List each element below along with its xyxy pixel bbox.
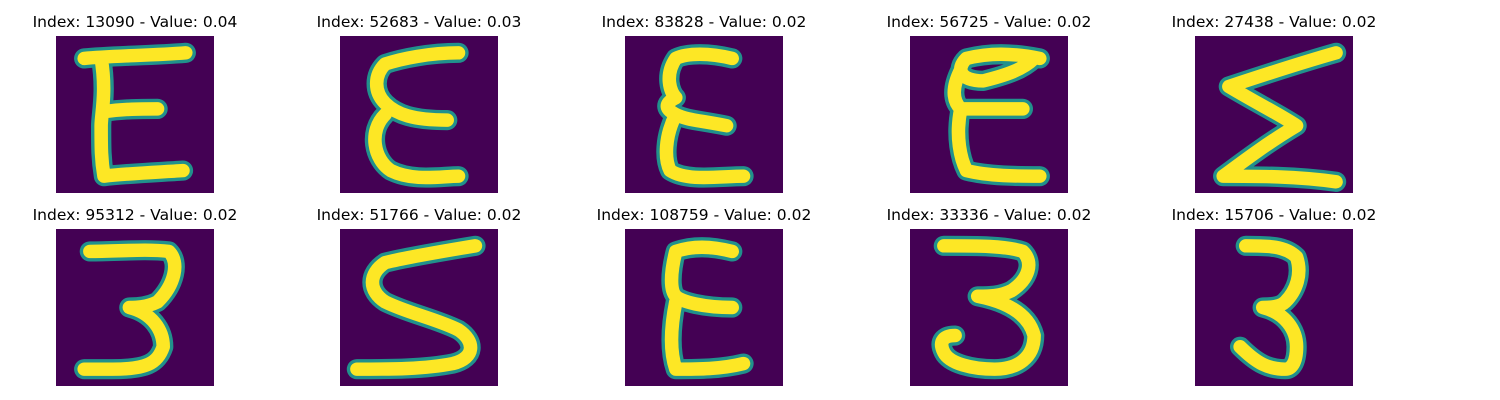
grid-cell: Index: 56725 - Value: 0.02: [864, 12, 1114, 202]
glyph-stroke: [1216, 46, 1343, 189]
grid-cell: Index: 33336 - Value: 0.02: [864, 205, 1114, 395]
glyph-stroke: [368, 46, 466, 185]
digit-image: [56, 229, 214, 386]
digit-image: [1195, 36, 1353, 193]
digit-image: [340, 229, 498, 386]
image-title: Index: 51766 - Value: 0.02: [316, 206, 522, 224]
glyph-stroke: [77, 46, 193, 183]
glyph-stroke: [664, 240, 751, 376]
digit-image: [1195, 229, 1353, 386]
grid-cell: Index: 83828 - Value: 0.02: [579, 12, 829, 202]
glyph-stroke: [947, 47, 1047, 183]
glyph-stroke: [934, 239, 1041, 376]
digit-image: [56, 36, 214, 193]
grid-cell: Index: 95312 - Value: 0.02: [10, 205, 260, 395]
digit-image: [910, 229, 1068, 386]
grid-cell: Index: 27438 - Value: 0.02: [1149, 12, 1399, 202]
image-title: Index: 83828 - Value: 0.02: [601, 13, 807, 31]
glyph-stroke: [659, 47, 751, 185]
image-title: Index: 95312 - Value: 0.02: [32, 206, 238, 224]
grid-cell: Index: 13090 - Value: 0.04: [10, 12, 260, 202]
image-title: Index: 15706 - Value: 0.02: [1171, 206, 1377, 224]
grid-cell: Index: 51766 - Value: 0.02: [294, 205, 544, 395]
image-title: Index: 27438 - Value: 0.02: [1171, 13, 1377, 31]
grid-cell: Index: 108759 - Value: 0.02: [579, 205, 829, 395]
grid-cell: Index: 52683 - Value: 0.03: [294, 12, 544, 202]
digit-image: [625, 229, 783, 386]
image-title: Index: 56725 - Value: 0.02: [886, 13, 1092, 31]
image-title: Index: 13090 - Value: 0.04: [32, 13, 238, 31]
image-title: Index: 33336 - Value: 0.02: [886, 206, 1092, 224]
glyph-stroke: [77, 243, 182, 376]
digit-image: [910, 36, 1068, 193]
glyph-stroke: [350, 239, 483, 376]
digit-image: [340, 36, 498, 193]
image-title: Index: 52683 - Value: 0.03: [316, 13, 522, 31]
grid-cell: Index: 15706 - Value: 0.02: [1149, 205, 1399, 395]
digit-image: [625, 36, 783, 193]
image-title: Index: 108759 - Value: 0.02: [596, 206, 812, 224]
glyph-stroke: [1233, 239, 1306, 376]
